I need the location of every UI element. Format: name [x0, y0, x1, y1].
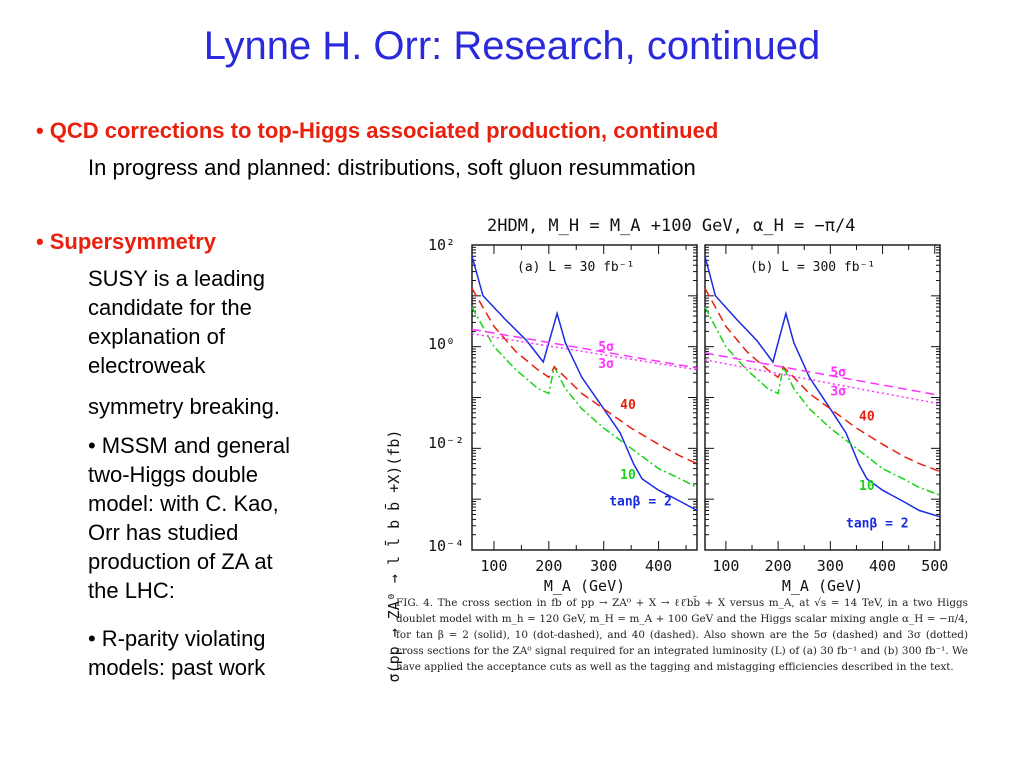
series-line-tan2: [704, 256, 941, 518]
rparity-line: models: past work: [88, 655, 266, 680]
y-tick-label: 10⁰: [428, 335, 455, 353]
susy-line: electroweak: [88, 353, 206, 378]
mssm-line: production of ZA at: [88, 549, 273, 574]
mssm-line: MSSM and general: [101, 433, 291, 458]
x-tick-label: 200: [535, 557, 562, 575]
chart-title: 2HDM, M_H = M_A +100 GeV, α_H = −π/4: [487, 216, 855, 236]
series-line-10: [704, 306, 941, 496]
mssm-line: Orr has studied: [88, 520, 239, 545]
mssm-line: model: with C. Kao,: [88, 491, 279, 516]
panel-b: 100 200 300 400 500 M_A (GeV) (b) L = 300 fb⁻¹…: [704, 244, 948, 595]
x-tick-label: 500: [921, 557, 948, 575]
x-tick-label: 300: [590, 557, 617, 575]
curve-annotation: 40: [859, 410, 875, 425]
rparity-line: R-parity violating: [101, 626, 266, 651]
series-line-40: [704, 288, 941, 473]
bullet-qcd-text: In progress and planned: distributions, …: [88, 155, 696, 180]
x-tick-label: 100: [480, 557, 507, 575]
susy-paragraph: SUSY is a leading candidate for the expl…: [88, 264, 280, 421]
x-tick-label: 300: [817, 557, 844, 575]
susy-line: explanation of: [88, 324, 225, 349]
sub-bullet-rparity: • R-parity violating models: past work: [88, 624, 266, 682]
y-tick-label: 10⁻⁴: [428, 537, 464, 555]
x-axis-label: M_A (GeV): [782, 577, 863, 595]
bullet-glyph: •: [88, 626, 96, 651]
figure-caption: FIG. 4. The cross section in fb of pp → …: [396, 597, 968, 673]
cross-section-figure: 2HDM, M_H = M_A +100 GeV, α_H = −π/4 σ(p…: [384, 216, 949, 683]
mssm-line: the LHC:: [88, 578, 175, 603]
panel-a: 100 200 300 400 M_A (GeV) (a) L = 30 fb⁻¹ 5σ 3σ…: [471, 244, 698, 595]
x-tick-label: 400: [869, 557, 896, 575]
slide-title: Lynne H. Orr: Research, continued: [203, 24, 821, 68]
y-axis-label: σ(pp → ZA⁰ → l l̄ b b̄ +X)(fb): [384, 430, 403, 683]
panel-label: (b) L = 300 fb⁻¹: [750, 260, 875, 275]
curve-annotation: 5σ: [830, 365, 846, 380]
x-tick-label: 400: [645, 557, 672, 575]
series-line-tan2: [471, 256, 698, 512]
series-line-40: [471, 288, 698, 465]
series-line-5: [471, 328, 698, 369]
susy-line: symmetry breaking.: [88, 394, 280, 419]
x-tick-label: 200: [765, 557, 792, 575]
bullet-glyph: •: [88, 433, 96, 458]
curve-annotation: tanβ = 2: [846, 516, 909, 531]
bullet-susy-heading: Supersymmetry: [49, 229, 217, 254]
bullet-susy: • Supersymmetry: [36, 229, 216, 255]
y-tick-label: 10²: [428, 236, 455, 254]
mssm-line: two-Higgs double: [88, 462, 258, 487]
y-tick-label: 10⁻²: [428, 434, 464, 452]
susy-line: candidate for the: [88, 295, 252, 320]
curve-annotation: 40: [620, 398, 636, 413]
sub-bullet-mssm: • MSSM and general two-Higgs double model…: [88, 431, 290, 605]
series-line-5: [704, 352, 941, 397]
curve-annotation: 3σ: [598, 357, 614, 372]
curve-annotation: tanβ = 2: [609, 495, 672, 510]
bullet-qcd-heading: QCD corrections to top-Higgs associated …: [49, 118, 719, 143]
x-axis-label: M_A (GeV): [544, 577, 625, 595]
panel-label: (a) L = 30 fb⁻¹: [517, 260, 634, 275]
curve-annotation: 10: [620, 468, 636, 483]
bullet-glyph: •: [36, 118, 44, 143]
curve-annotation: 3σ: [830, 384, 846, 399]
bullet-qcd: • QCD corrections to top-Higgs associated…: [36, 118, 718, 144]
x-tick-label: 100: [712, 557, 739, 575]
curve-annotation: 5σ: [598, 340, 614, 355]
curve-annotation: 10: [859, 479, 875, 494]
susy-line: SUSY is a leading: [88, 266, 265, 291]
bullet-glyph: •: [36, 229, 44, 254]
series-line-10: [471, 306, 698, 489]
